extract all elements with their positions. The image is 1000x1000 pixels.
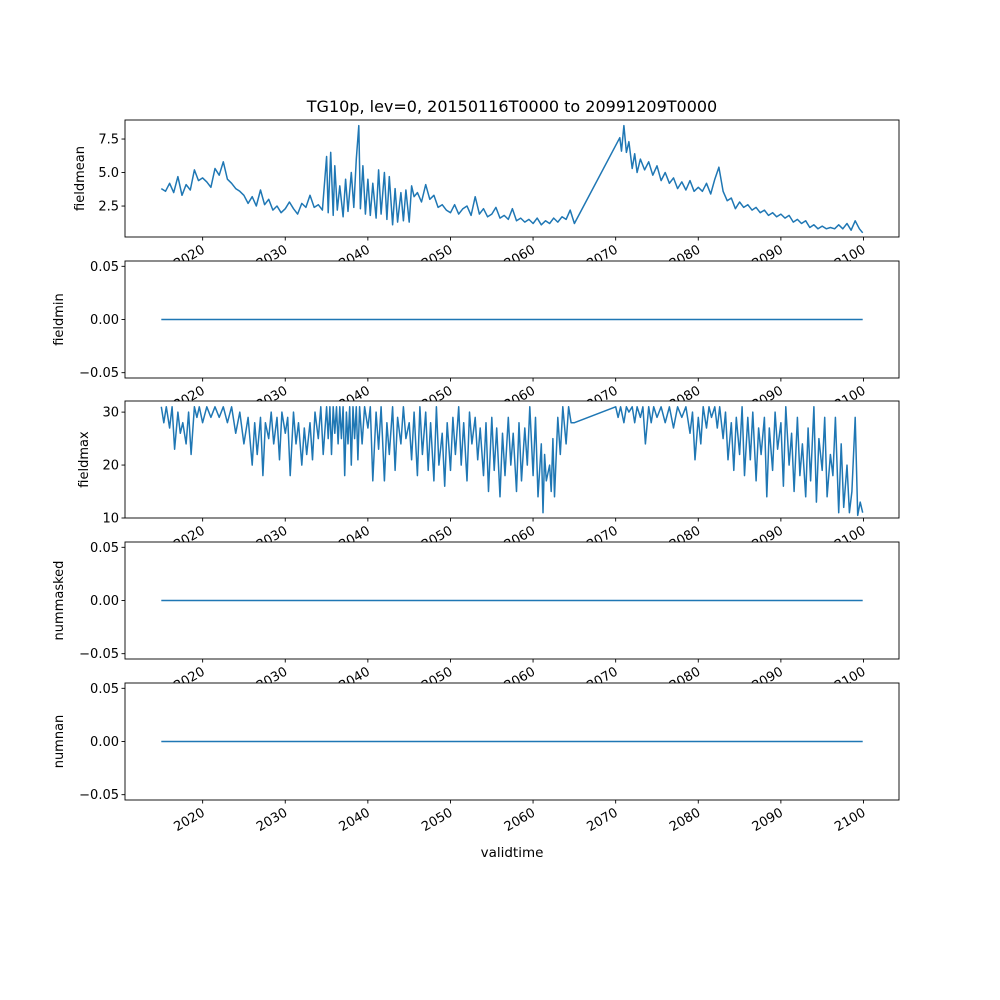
y-axis-label: fieldmax (77, 431, 92, 488)
plot-area (125, 120, 899, 237)
axes-frame (124, 400, 900, 519)
y-tick-label: 0.05 (90, 541, 119, 556)
y-tick-label: 0.00 (90, 594, 119, 609)
series-line-fieldmean (160, 124, 864, 234)
y-tick-label: 30 (102, 406, 119, 421)
y-tick-label: 0.05 (90, 260, 119, 275)
y-tick-label: 20 (102, 459, 119, 474)
y-tick-label: 2.5 (98, 200, 119, 215)
y-tick-label: 7.5 (98, 133, 119, 148)
chart-title: TG10p, lev=0, 20150116T0000 to 20991209T… (306, 97, 717, 116)
y-tick-label: 0.00 (90, 313, 119, 328)
y-tick-label: 10 (102, 512, 119, 527)
axes-frame (124, 119, 900, 238)
x-axis-label: validtime (481, 845, 544, 861)
y-tick-label: −0.05 (79, 366, 119, 381)
y-axis-label: nummasked (52, 561, 67, 641)
y-tick-label: −0.05 (79, 788, 119, 803)
y-tick-label: 5.0 (98, 166, 119, 181)
y-tick-label: −0.05 (79, 647, 119, 662)
plot-area (125, 401, 899, 518)
y-axis-label: fieldmean (73, 146, 88, 211)
y-axis-label: fieldmin (52, 293, 67, 346)
y-tick-label: 0.00 (90, 735, 119, 750)
series-line-fieldmax (160, 406, 864, 517)
y-axis-label: numnan (52, 715, 67, 769)
y-tick-label: 0.05 (90, 682, 119, 697)
